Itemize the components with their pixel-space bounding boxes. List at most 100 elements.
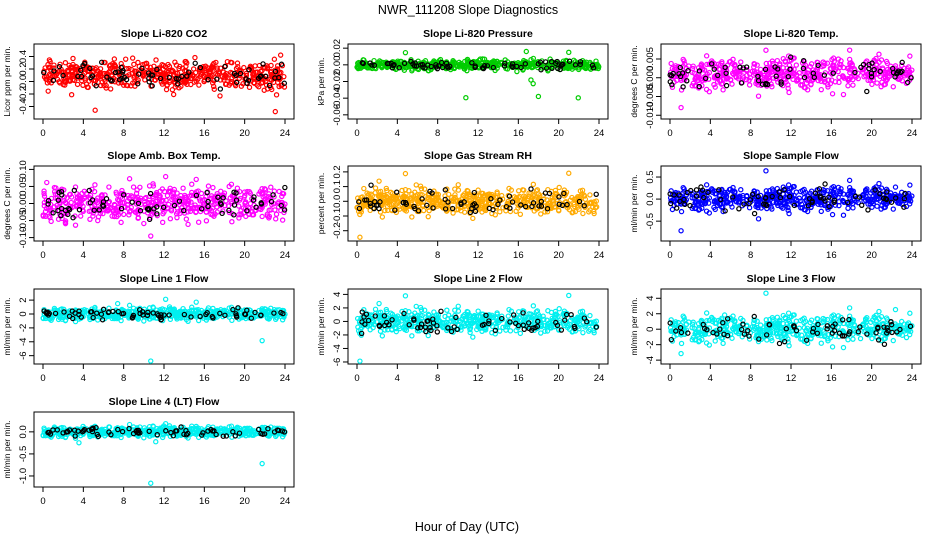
x-tick-label: 0 [354, 250, 359, 261]
x-tick-label: 8 [121, 250, 126, 261]
x-tick-label: 12 [473, 128, 484, 139]
x-tick-label: 20 [553, 250, 564, 261]
data-point [114, 300, 121, 307]
y-tick-label: 4 [332, 292, 343, 297]
data-point [126, 65, 132, 72]
x-tick-label: 24 [907, 373, 918, 384]
y-tick-label: 4 [645, 296, 656, 301]
reference-point [830, 70, 836, 76]
data-point [112, 79, 118, 85]
reference-point [160, 204, 167, 211]
data-point [538, 330, 544, 336]
data-point [528, 56, 534, 63]
data-point [414, 65, 421, 72]
reference-point [676, 71, 682, 77]
data-point [115, 212, 122, 218]
reference-point [233, 72, 239, 78]
reference-point [171, 202, 178, 209]
data-point [169, 87, 176, 93]
x-tick-label: 24 [594, 250, 605, 261]
data-point [475, 308, 481, 314]
data-point [259, 213, 265, 220]
x-tick-label: 0 [40, 128, 45, 139]
data-point [876, 51, 882, 57]
x-tick-label: 4 [395, 373, 400, 384]
data-point [530, 181, 537, 188]
y-tick-label: 0 [18, 311, 29, 316]
y-tick-label: 0.2 [18, 62, 29, 75]
x-tick-label: 16 [513, 373, 524, 384]
data-point [535, 93, 542, 100]
y-tick-label: 2 [332, 305, 343, 310]
y-tick-label: -0.02 [332, 71, 343, 93]
data-point [774, 57, 781, 64]
reference-point [859, 202, 865, 209]
reference-point [51, 68, 57, 74]
reference-point [270, 192, 276, 198]
data-point [227, 80, 234, 86]
data-point [383, 185, 389, 192]
data-point [272, 108, 279, 115]
data-point [746, 77, 752, 83]
data-point [244, 188, 250, 195]
reference-point [276, 74, 282, 81]
reference-point [71, 187, 78, 194]
data-point [668, 60, 674, 67]
reference-point [89, 73, 96, 79]
reference-point [484, 63, 491, 69]
reference-point [87, 65, 93, 72]
data-point [112, 202, 118, 209]
reference-point [75, 73, 81, 80]
reference-point [82, 60, 88, 67]
data-point [44, 179, 50, 186]
data-point [566, 292, 572, 299]
data-point [706, 69, 713, 76]
y-tick-label: 0.0 [645, 192, 656, 205]
data-point [187, 208, 194, 215]
y-axis-label: Licor ppm per min. [2, 46, 12, 116]
data-point [197, 208, 204, 215]
data-point [835, 56, 842, 62]
data-point [824, 81, 831, 88]
reference-point [542, 59, 549, 65]
data-point [62, 218, 69, 224]
reference-point [233, 197, 240, 203]
data-point [228, 181, 235, 187]
data-point [193, 78, 199, 84]
data-point [703, 53, 710, 59]
x-tick-label: 0 [354, 128, 359, 139]
reference-point [435, 63, 442, 69]
reference-point [443, 60, 450, 67]
y-tick-label: -0.04 [332, 87, 343, 109]
reference-point [685, 68, 691, 74]
y-tick-label: 0.00 [18, 194, 29, 213]
x-tick-label: 8 [435, 128, 440, 139]
reference-point [566, 58, 573, 64]
reference-point [231, 202, 238, 208]
reference-point [787, 66, 793, 72]
data-point [769, 58, 776, 64]
data-point [70, 77, 76, 83]
data-point [907, 69, 913, 75]
data-point [130, 194, 136, 200]
reference-point [78, 67, 84, 73]
reference-point [368, 182, 374, 188]
data-point [196, 82, 202, 88]
data-point [129, 55, 136, 61]
reference-point [222, 63, 228, 70]
data-point [256, 84, 262, 90]
reference-point [281, 207, 288, 213]
data-point [376, 178, 382, 184]
data-point [130, 184, 137, 190]
reference-point [100, 203, 107, 209]
reference-point [272, 68, 279, 75]
reference-point [864, 88, 870, 95]
reference-point [669, 82, 675, 88]
reference-point [112, 69, 119, 76]
data-point [41, 193, 48, 199]
data-point [513, 61, 519, 67]
data-point [372, 306, 379, 312]
reference-point [96, 207, 102, 213]
data-point [187, 75, 194, 82]
x-tick-label: 4 [81, 128, 86, 139]
